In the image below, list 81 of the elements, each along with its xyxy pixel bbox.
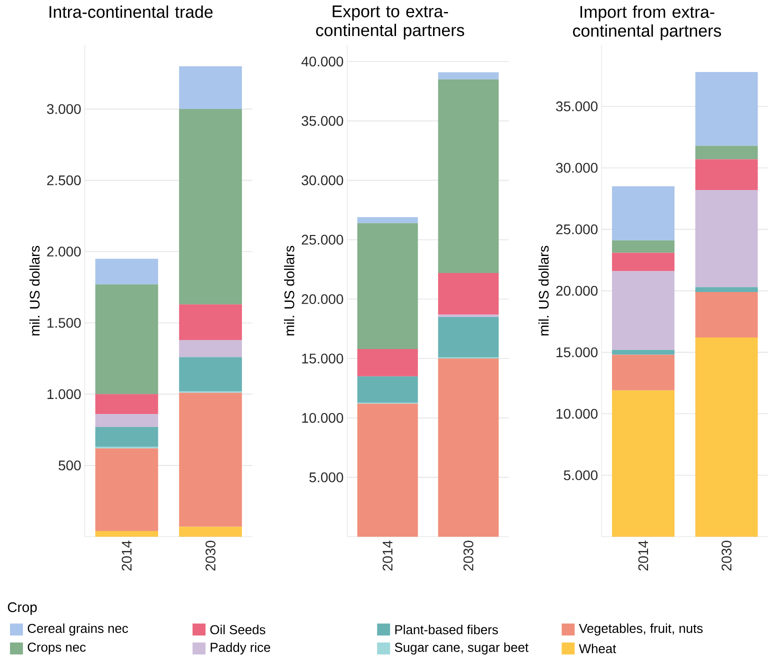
- bar: [695, 292, 758, 338]
- bar: [179, 340, 242, 357]
- bar: [612, 186, 674, 240]
- bar: [95, 530, 158, 537]
- bar: [357, 216, 418, 223]
- bar: [612, 350, 674, 355]
- y-tick-label: 5.000: [309, 472, 344, 482]
- y-tick-label: 15.000: [556, 347, 598, 358]
- legend-label: Oil Seeds: [210, 624, 266, 634]
- bar: [179, 108, 242, 304]
- bar: [95, 394, 158, 414]
- y-tick-label: 2.000: [47, 246, 81, 256]
- bar: [357, 348, 418, 376]
- bar: [695, 72, 758, 146]
- bar: [612, 270, 674, 350]
- legend-label: Sugar cane, sugar beet: [394, 642, 528, 654]
- y-tick-label: 25.000: [556, 224, 598, 234]
- bar: [612, 252, 674, 271]
- bar: [695, 286, 758, 292]
- x-tick-label: 2030: [463, 540, 474, 570]
- bar: [695, 159, 758, 190]
- bar: [179, 526, 242, 537]
- bar: [438, 272, 499, 314]
- bar: [95, 448, 158, 531]
- y-tick-label: 3.000: [47, 104, 81, 114]
- y-tick-label: 500: [58, 460, 81, 470]
- bar: [95, 258, 158, 284]
- bar: [179, 304, 242, 340]
- bar: [612, 240, 674, 252]
- bar: [438, 72, 499, 80]
- x-tick-label: 2014: [382, 540, 393, 570]
- chart-title: Export to extra-continental partners: [316, 5, 464, 40]
- bar: [357, 403, 418, 537]
- bar: [179, 66, 242, 109]
- legend-label: Crops nec: [28, 642, 86, 654]
- y-tick-label: 5.000: [564, 470, 598, 480]
- y-axis-title: mil. US dollars: [538, 246, 549, 336]
- bar: [612, 390, 674, 537]
- y-tick-label: 20.000: [556, 286, 598, 296]
- legend-title: Crop: [8, 602, 37, 615]
- bar: [612, 354, 674, 390]
- y-tick-label: 25.000: [302, 234, 344, 244]
- bar: [179, 356, 242, 392]
- bar: [357, 222, 418, 349]
- bar: [95, 426, 158, 447]
- y-axis-title: mil. US dollars: [284, 246, 294, 336]
- y-tick-label: 15.000: [302, 353, 344, 364]
- y-tick-label: 40.000: [301, 56, 344, 66]
- y-axis-title: mil. US dollars: [29, 246, 40, 336]
- x-tick-label: 2030: [206, 540, 216, 570]
- y-tick-label: 30.000: [556, 162, 598, 173]
- bar: [438, 314, 499, 317]
- legend-label: Paddy rice: [210, 642, 270, 654]
- chart-title: Import from extra-continental partners: [573, 5, 722, 40]
- bar: [695, 145, 758, 160]
- bar: [438, 79, 499, 273]
- x-tick-label: 2014: [638, 540, 648, 570]
- bar: [95, 284, 158, 394]
- x-tick-label: 2014: [122, 540, 132, 570]
- bar: [695, 190, 758, 287]
- bar: [179, 392, 242, 527]
- legend-label: Vegetables, fruit, nuts: [578, 623, 703, 636]
- y-tick-label: 1.500: [48, 318, 81, 328]
- y-tick-label: 1.000: [48, 389, 81, 399]
- y-tick-label: 30.000: [302, 175, 344, 186]
- y-tick-label: 35.000: [556, 101, 598, 112]
- legend-label: Wheat: [578, 644, 616, 653]
- y-tick-label: 10.000: [556, 408, 598, 418]
- x-tick-label: 2030: [722, 540, 732, 570]
- chart-title: Intra-continental trade: [50, 5, 213, 18]
- legend-label: Cereal grains nec: [28, 623, 128, 636]
- bar: [438, 316, 499, 358]
- y-tick-label: 2.500: [47, 175, 81, 186]
- legend-label: Plant-based fibers: [395, 624, 498, 634]
- bar: [95, 414, 158, 427]
- bar: [438, 358, 499, 537]
- y-tick-label: 10.000: [302, 412, 344, 423]
- bar: [695, 337, 758, 537]
- y-tick-label: 20.000: [302, 294, 344, 304]
- y-tick-label: 35.000: [302, 116, 344, 126]
- bar: [357, 376, 418, 402]
